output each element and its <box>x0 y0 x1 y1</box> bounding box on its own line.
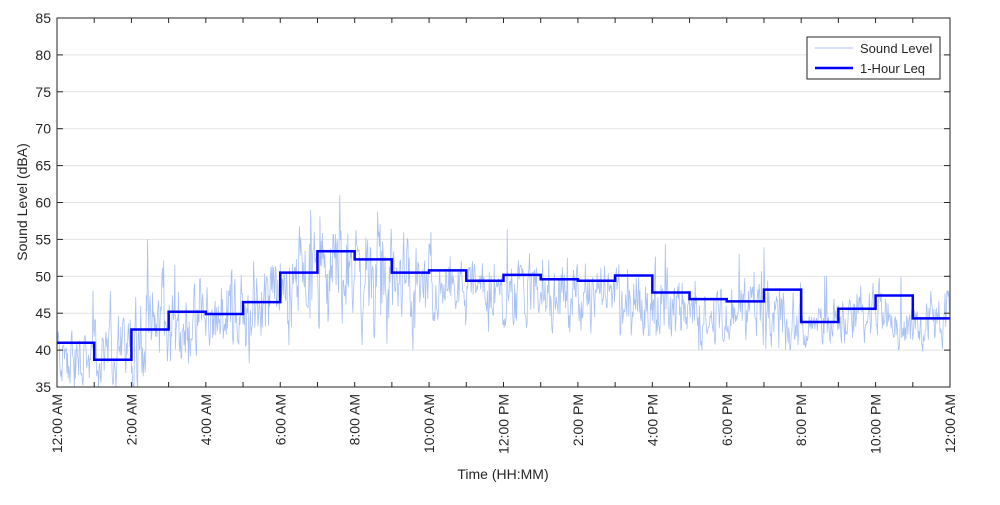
leq-series <box>57 249 950 361</box>
x-tick-label: 8:00 PM <box>793 394 809 446</box>
y-tick-label: 70 <box>35 121 51 137</box>
y-tick-label: 75 <box>35 84 51 100</box>
x-tick-label: 6:00 AM <box>272 394 288 445</box>
legend: Sound Level 1-Hour Leq <box>806 36 941 80</box>
legend-box <box>806 36 941 80</box>
y-axis-label: Sound Level (dBA) <box>14 143 30 261</box>
y-tick-labels: 35 40 45 50 55 60 65 70 75 80 85 <box>35 10 51 395</box>
y-tick-label: 80 <box>35 47 51 63</box>
x-axis-label: Time (HH:MM) <box>457 466 548 482</box>
y-tick-label: 50 <box>35 268 51 284</box>
legend-label-sound-level: Sound Level <box>860 41 932 56</box>
x-tick-label: 4:00 AM <box>198 394 214 445</box>
y-tick-label: 55 <box>35 231 51 247</box>
x-tick-label: 12:00 AM <box>49 394 65 453</box>
x-tick-label: 10:00 PM <box>868 394 884 454</box>
x-tick-label: 10:00 AM <box>421 394 437 453</box>
x-tick-label: 12:00 PM <box>496 394 512 454</box>
leq-step-line <box>57 249 950 361</box>
x-tick-label: 2:00 AM <box>123 394 139 445</box>
x-tick-label: 2:00 PM <box>570 394 586 446</box>
x-tick-label: 6:00 PM <box>719 394 735 446</box>
y-tick-label: 65 <box>35 158 51 174</box>
x-tick-labels: 12:00 AM 2:00 AM 4:00 AM 6:00 AM 8:00 AM 10:0… <box>49 394 958 454</box>
y-tick-label: 45 <box>35 305 51 321</box>
y-tick-label: 60 <box>35 195 51 211</box>
axis-ticks <box>56 17 951 388</box>
y-tick-label: 85 <box>35 10 51 26</box>
y-tick-label: 40 <box>35 342 51 358</box>
x-tick-label: 12:00 AM <box>942 394 958 453</box>
y-tick-label: 35 <box>35 379 51 395</box>
x-tick-label: 4:00 PM <box>644 394 660 446</box>
x-tick-label: 8:00 AM <box>347 394 363 445</box>
legend-label-leq: 1-Hour Leq <box>860 61 925 76</box>
